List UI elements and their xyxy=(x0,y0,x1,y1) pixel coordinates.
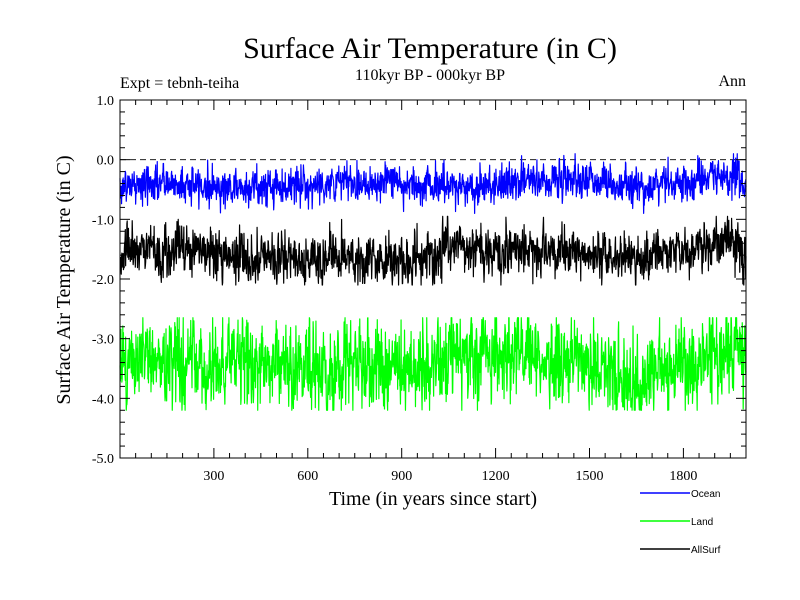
series-line-land xyxy=(119,317,747,411)
x-tick-label: 1500 xyxy=(576,469,604,484)
y-tick-label: -5.0 xyxy=(92,452,114,467)
plot-area: 1.0 0.0 -1.0 -2.0 -3.0 -4.0 -5.0 300 600 900 1200 1… xyxy=(92,94,747,484)
series-line-ocean xyxy=(119,153,747,214)
legend-label-ocean: Ocean xyxy=(691,489,720,500)
x-tick-label: 600 xyxy=(297,469,318,484)
x-tick-label: 1800 xyxy=(669,469,697,484)
x-tick-label: 1200 xyxy=(482,469,510,484)
y-tick-label: -3.0 xyxy=(92,333,114,348)
y-tick-label: -1.0 xyxy=(92,213,114,228)
x-tick-label: 900 xyxy=(391,469,412,484)
y-tick-label: 1.0 xyxy=(97,94,115,109)
legend-label-land: Land xyxy=(691,517,713,528)
chart-subtitle: 110kyr BP - 000kyr BP xyxy=(355,67,505,84)
ticks-layer: 1.0 0.0 -1.0 -2.0 -3.0 -4.0 -5.0 300 600 900 1200 1… xyxy=(92,94,746,484)
season-label: Ann xyxy=(718,73,746,90)
y-tick-label: -4.0 xyxy=(92,392,114,407)
y-tick-label: -2.0 xyxy=(92,273,114,288)
x-axis-label: Time (in years since start) xyxy=(329,488,537,510)
y-tick-label: 0.0 xyxy=(97,154,115,169)
series-layer xyxy=(119,153,747,411)
series-line-allsurf xyxy=(119,215,747,286)
y-axis-label: Surface Air Temperature (in C) xyxy=(53,155,75,404)
chart-title: Surface Air Temperature (in C) xyxy=(243,32,617,65)
legend: Ocean Land AllSurf xyxy=(640,489,721,556)
experiment-label: Expt = tebnh-teiha xyxy=(120,75,239,92)
x-tick-label: 300 xyxy=(203,469,224,484)
legend-label-allsurf: AllSurf xyxy=(691,545,721,556)
